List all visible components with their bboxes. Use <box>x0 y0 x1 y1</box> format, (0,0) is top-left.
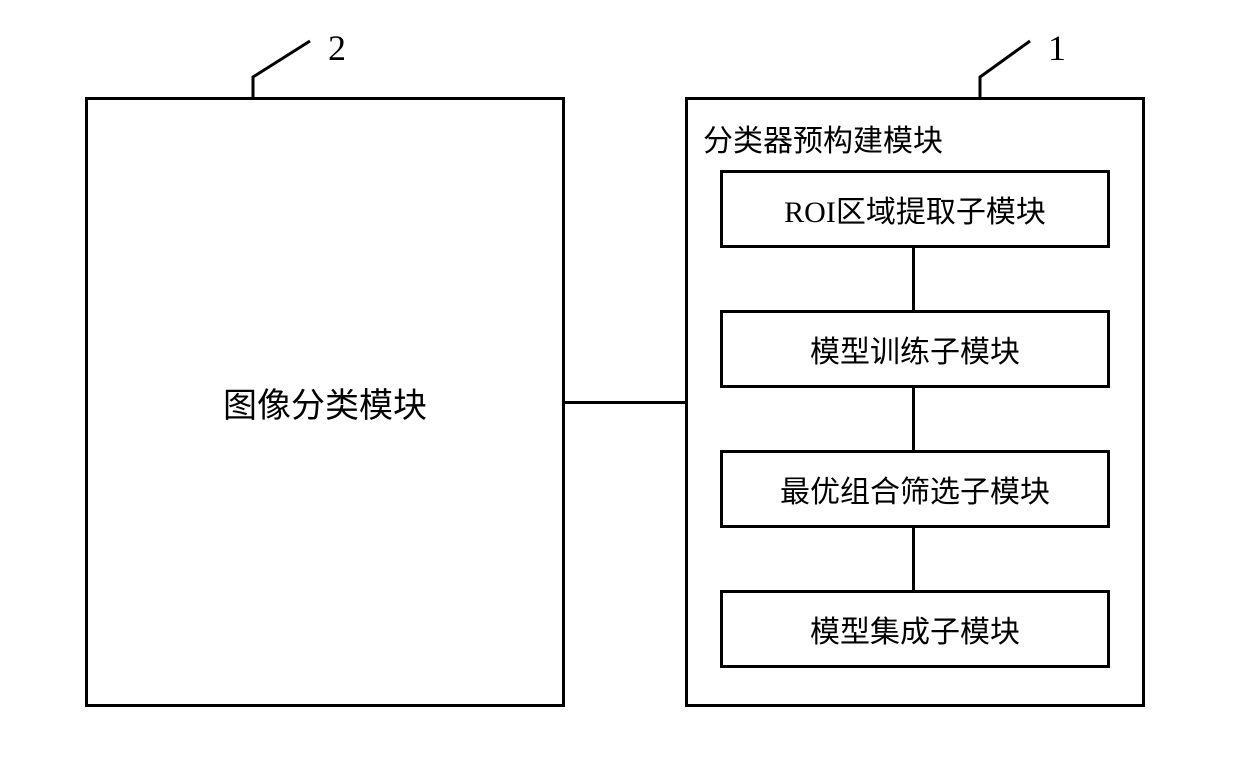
connector-line <box>912 528 915 590</box>
sub-module-model-integrate: 模型集成子模块 <box>720 590 1110 668</box>
sub-module-optimal-combo-filter: 最优组合筛选子模块 <box>720 450 1110 528</box>
sub-module-label: ROI区域提取子模块 <box>784 187 1046 231</box>
sub-module-model-train: 模型训练子模块 <box>720 310 1110 388</box>
inter-module-connector <box>565 401 685 404</box>
left-module-number: 2 <box>328 27 346 69</box>
right-module-number: 1 <box>1048 27 1066 69</box>
right-module-title: 分类器预构建模块 <box>703 116 943 160</box>
sub-module-label: 最优组合筛选子模块 <box>780 467 1050 511</box>
right-leader-line <box>975 36 1035 102</box>
connector-line <box>912 388 915 450</box>
left-module-label: 图像分类模块 <box>223 378 427 427</box>
diagram-canvas: 图像分类模块 分类器预构建模块 ROI区域提取子模块 模型训练子模块 最优组合筛… <box>0 0 1240 766</box>
sub-module-label: 模型集成子模块 <box>810 607 1020 651</box>
left-leader-line <box>248 36 315 102</box>
left-module-box: 图像分类模块 <box>85 97 565 707</box>
sub-module-roi-extract: ROI区域提取子模块 <box>720 170 1110 248</box>
sub-module-label: 模型训练子模块 <box>810 327 1020 371</box>
connector-line <box>912 248 915 310</box>
